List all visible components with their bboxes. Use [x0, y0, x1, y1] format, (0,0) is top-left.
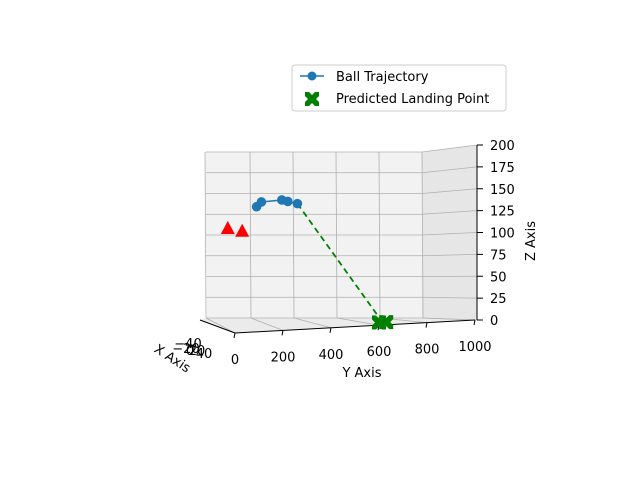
legend: Ball Trajectory Predicted Landing Point	[291, 64, 507, 112]
y-tick-mark	[473, 319, 476, 326]
y-tick-label: 200	[271, 350, 296, 365]
grid-line-vertical	[292, 151, 295, 319]
triangle-marker	[235, 223, 250, 237]
y-axis-line	[234, 319, 476, 334]
axes-panes	[200, 145, 477, 333]
grid-line-z-side	[421, 296, 478, 299]
x-tick-label: −40	[174, 337, 201, 352]
legend-box	[291, 64, 507, 112]
grid-line-vertical	[335, 151, 338, 319]
grid-line-vertical	[378, 151, 381, 319]
x-axis-line	[199, 319, 236, 334]
y-tick-label: 1000	[458, 340, 491, 355]
grid-line-z-side	[421, 210, 478, 215]
grid-line-floor	[250, 317, 284, 331]
z-tick-label: 25	[490, 292, 507, 307]
z-tick-label: 75	[490, 248, 507, 263]
plot-data	[220, 195, 394, 330]
x-tick-label: 0	[186, 344, 194, 359]
z-tick-label: 0	[490, 314, 498, 329]
y-tick-mark	[233, 332, 236, 339]
grid-line-vertical	[249, 151, 252, 319]
tick-labels: 0 200 400 600 800 10000255075100125150175200−…	[172, 139, 515, 368]
landing-point-marker	[379, 315, 394, 330]
z-tick-label: 150	[490, 183, 515, 198]
y-tick-mark	[425, 322, 428, 328]
projection-line	[296, 203, 384, 323]
grid-line-z-side	[421, 253, 478, 257]
grid-line-z-side	[421, 232, 478, 236]
y-tick-mark	[329, 327, 332, 333]
z-tick-label: 125	[490, 205, 515, 220]
grid-line-vertical	[204, 151, 207, 319]
grid-line-z-side	[421, 188, 478, 194]
grid-line-z-side	[421, 144, 478, 153]
grid-line-floor	[293, 317, 332, 329]
trajectory-point	[283, 196, 293, 207]
y-tick-mark	[281, 330, 284, 336]
legend-x-marker	[305, 92, 319, 106]
legend-label-landing-point: Predicted Landing Point	[336, 92, 489, 107]
grid-line-z-side	[421, 166, 478, 174]
floor-pane	[200, 318, 477, 333]
grid-line-floor	[336, 317, 380, 326]
grid-line-floor	[422, 317, 476, 321]
triangle-marker	[220, 220, 235, 234]
y-axis-title: Y Axis	[341, 366, 381, 381]
z-tick-label: 50	[490, 270, 507, 285]
y-tick-label: 600	[367, 345, 392, 360]
y-tick-label: 800	[415, 343, 440, 358]
legend-circle-marker	[307, 71, 317, 81]
legend-label-ball-trajectory: Ball Trajectory	[336, 70, 429, 85]
x-tick-label: 40	[196, 347, 213, 362]
x-tick-label: −20	[172, 342, 199, 357]
grid-line-vertical	[421, 151, 424, 319]
grid-lines	[204, 144, 478, 334]
trajectory-point	[256, 197, 267, 207]
z-tick-label: 175	[490, 161, 515, 176]
axis-lines	[199, 144, 483, 339]
z-tick-label: 200	[490, 139, 515, 154]
y-tick-label: 400	[319, 348, 344, 363]
y-tick-label: 0	[231, 353, 239, 368]
grid-line-floor	[205, 317, 236, 334]
z-tick-label: 100	[490, 227, 515, 242]
x-tick-label: 20	[189, 344, 206, 359]
z-axis-title: Z Axis	[524, 221, 539, 261]
trajectory-point	[292, 198, 303, 209]
